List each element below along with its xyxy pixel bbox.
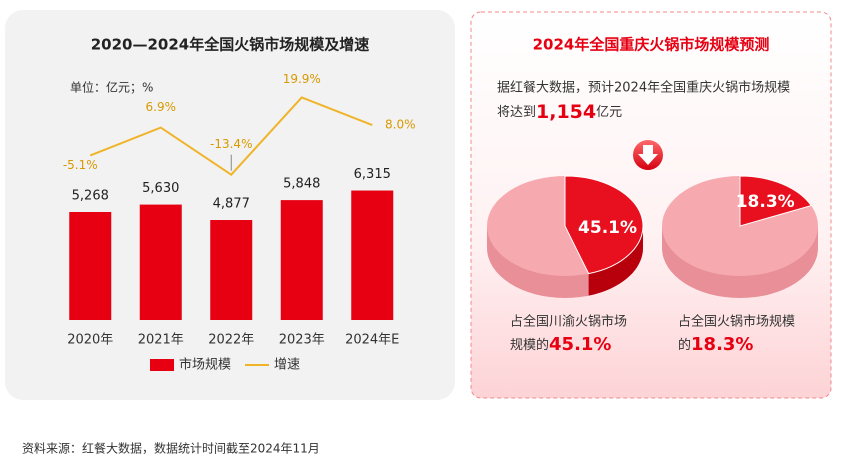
x-tick-label: 2024年E <box>345 333 399 348</box>
right-panel <box>470 11 832 399</box>
value-label: 5,268 <box>72 189 109 204</box>
pie-slice <box>739 175 813 227</box>
pie-slice <box>564 175 644 275</box>
bar <box>69 212 112 320</box>
forecast-title: 2024年全国重庆火锅市场规模预测 <box>533 36 770 54</box>
chart-title: 2020—2024年全国火锅市场规模及增速 <box>91 36 370 54</box>
x-tick-label: 2021年 <box>138 333 184 348</box>
pie-slice-side <box>588 226 643 296</box>
value-label: 5,848 <box>283 177 320 192</box>
bar <box>351 190 394 320</box>
x-tick-label: 2023年 <box>279 333 325 348</box>
bar <box>280 200 323 320</box>
value-label: 6.9% <box>146 100 177 114</box>
x-tick-label: 2020年 <box>67 333 113 348</box>
value-label: 6,315 <box>354 167 391 182</box>
value-label: -5.1% <box>63 158 98 172</box>
pie-caption-value: 18.3% <box>691 334 753 355</box>
legend-label: 增速 <box>274 358 300 373</box>
pie-caption-text: 规模的 <box>510 337 549 353</box>
forecast-amount: 1,154 <box>536 101 596 123</box>
forecast-text: 据红餐大数据，预计2024年全国重庆火锅市场规模 <box>497 80 790 96</box>
value-label: 4,877 <box>213 197 250 212</box>
bar <box>139 204 182 320</box>
value-label: -13.4% <box>210 137 252 151</box>
forecast-unit: 亿元 <box>596 105 622 120</box>
forecast-prefix: 将达到 <box>497 105 536 120</box>
pie-caption-text: 的 <box>678 337 691 353</box>
pie-caption: 占全国火锅市场规模 <box>678 314 795 330</box>
pie-value-label: 18.3% <box>736 192 795 212</box>
legend-swatch <box>150 359 174 371</box>
bar <box>210 220 253 320</box>
pie-caption-value: 45.1% <box>549 334 611 355</box>
arrow-icon <box>638 145 658 165</box>
unit-label: 单位：亿元；% <box>70 80 153 95</box>
left-panel <box>5 10 455 400</box>
growth-line <box>89 96 373 176</box>
forecast-text: 将达到1,154亿元 <box>497 101 622 123</box>
value-label: 5,630 <box>142 181 179 196</box>
source-note: 资料来源：红餐大数据，数据统计时间截至2024年11月 <box>22 441 320 456</box>
value-label: 8.0% <box>385 118 416 132</box>
pie-caption: 占全国川渝火锅市场 <box>510 314 627 330</box>
value-label: 19.9% <box>283 72 321 86</box>
legend-label: 市场规模 <box>179 357 231 373</box>
pie-caption: 规模的45.1% <box>510 334 611 355</box>
pie-caption: 的18.3% <box>678 334 753 355</box>
pie-value-label: 45.1% <box>578 218 637 238</box>
x-tick-label: 2022年 <box>208 333 254 348</box>
